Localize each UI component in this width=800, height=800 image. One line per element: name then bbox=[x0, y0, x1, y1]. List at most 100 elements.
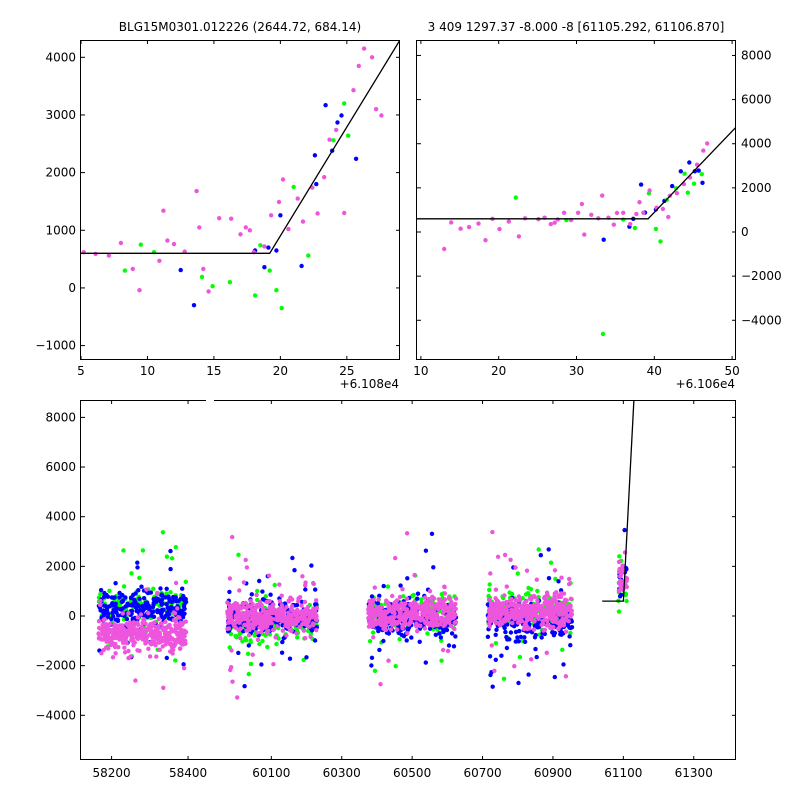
data-point-pink bbox=[443, 603, 448, 608]
data-point-pink bbox=[96, 619, 102, 624]
data-point-pink bbox=[513, 598, 518, 603]
data-point-green bbox=[486, 593, 491, 599]
data-point-pink bbox=[290, 608, 295, 613]
data-point-pink bbox=[137, 648, 142, 653]
data-point-pink bbox=[405, 631, 410, 636]
data-point-blue bbox=[488, 672, 493, 678]
data-point-blue bbox=[280, 639, 285, 645]
data-point-blue bbox=[303, 587, 308, 592]
data-point-blue bbox=[167, 596, 172, 602]
data-point-green bbox=[173, 658, 178, 663]
data-point-green bbox=[160, 530, 166, 535]
x-tick-label: 58400 bbox=[169, 766, 207, 780]
data-point-pink bbox=[384, 598, 389, 603]
data-point-pink bbox=[523, 612, 528, 617]
data-point-pink bbox=[539, 603, 544, 609]
data-point-pink bbox=[300, 621, 305, 627]
x-tick-label: 50 bbox=[724, 364, 739, 378]
data-point-blue bbox=[369, 663, 374, 668]
data-point-pink bbox=[279, 603, 285, 608]
data-point-pink bbox=[620, 563, 625, 568]
data-point-green bbox=[528, 586, 534, 592]
data-point-pink bbox=[157, 632, 162, 637]
data-point-pink bbox=[568, 603, 573, 608]
x-tick-label: 60100 bbox=[252, 766, 290, 780]
data-point-pink bbox=[517, 616, 523, 621]
data-point-pink bbox=[616, 559, 622, 565]
data-point-blue bbox=[696, 168, 701, 173]
data-point-blue bbox=[109, 616, 114, 622]
data-point-pink bbox=[508, 557, 513, 562]
data-point-blue bbox=[116, 613, 121, 618]
data-point-pink bbox=[133, 631, 138, 636]
data-point-pink bbox=[303, 636, 308, 641]
data-point-pink bbox=[227, 576, 233, 581]
data-point-pink bbox=[705, 141, 710, 146]
data-point-pink bbox=[552, 594, 557, 599]
data-point-blue bbox=[168, 548, 173, 554]
data-point-blue bbox=[123, 595, 128, 600]
data-point-blue bbox=[171, 598, 176, 604]
data-point-pink bbox=[131, 626, 136, 632]
data-point-blue bbox=[433, 632, 438, 637]
data-point-pink bbox=[254, 603, 259, 608]
data-point-pink bbox=[179, 622, 185, 627]
data-point-pink bbox=[294, 631, 299, 636]
x-tick-label: 61300 bbox=[675, 766, 713, 780]
data-point-green bbox=[257, 641, 262, 647]
data-point-pink bbox=[519, 603, 524, 608]
data-point-pink bbox=[582, 232, 587, 237]
data-point-blue bbox=[135, 565, 140, 570]
data-point-pink bbox=[408, 616, 414, 621]
data-point-pink bbox=[561, 210, 567, 215]
data-point-pink bbox=[242, 622, 247, 627]
data-point-pink bbox=[600, 193, 605, 198]
data-point-pink bbox=[442, 584, 447, 590]
data-point-green bbox=[137, 575, 142, 581]
data-point-pink bbox=[122, 627, 127, 632]
data-point-pink bbox=[406, 622, 411, 627]
data-point-pink bbox=[289, 616, 294, 621]
data-point-pink bbox=[493, 614, 499, 619]
data-point-pink bbox=[476, 221, 481, 226]
data-point-pink bbox=[297, 624, 302, 630]
data-point-blue bbox=[299, 599, 304, 604]
data-point-pink bbox=[488, 602, 494, 607]
data-point-pink bbox=[308, 634, 313, 639]
data-point-pink bbox=[197, 225, 202, 230]
data-point-blue bbox=[505, 622, 510, 627]
data-point-pink bbox=[513, 565, 518, 570]
y-tick-label: 8000 bbox=[741, 48, 772, 62]
data-point-blue bbox=[120, 598, 126, 603]
data-point-pink bbox=[514, 602, 520, 607]
data-point-green bbox=[227, 280, 233, 285]
data-point-pink bbox=[271, 662, 276, 667]
data-point-green bbox=[169, 556, 175, 561]
data-point-green bbox=[393, 664, 398, 669]
model-line bbox=[81, 40, 400, 254]
data-point-green bbox=[536, 547, 541, 552]
data-point-blue bbox=[107, 604, 112, 609]
data-point-pink bbox=[327, 137, 332, 142]
data-point-pink bbox=[548, 616, 554, 621]
data-point-pink bbox=[237, 588, 242, 593]
data-point-pink bbox=[286, 226, 291, 232]
data-point-pink bbox=[156, 625, 162, 630]
data-point-pink bbox=[552, 618, 557, 623]
data-point-pink bbox=[440, 647, 446, 653]
data-point-blue bbox=[507, 637, 512, 642]
data-point-pink bbox=[411, 611, 417, 617]
data-point-blue bbox=[191, 303, 197, 308]
data-point-pink bbox=[554, 590, 559, 595]
data-point-pink bbox=[227, 610, 233, 615]
data-point-green bbox=[568, 630, 573, 636]
data-point-green bbox=[623, 592, 628, 598]
data-point-blue bbox=[431, 565, 436, 570]
data-point-pink bbox=[379, 113, 384, 118]
data-point-pink bbox=[539, 610, 544, 615]
data-point-blue bbox=[266, 245, 271, 250]
data-point-pink bbox=[369, 55, 375, 60]
data-point-blue bbox=[299, 263, 304, 269]
data-point-pink bbox=[618, 573, 624, 578]
